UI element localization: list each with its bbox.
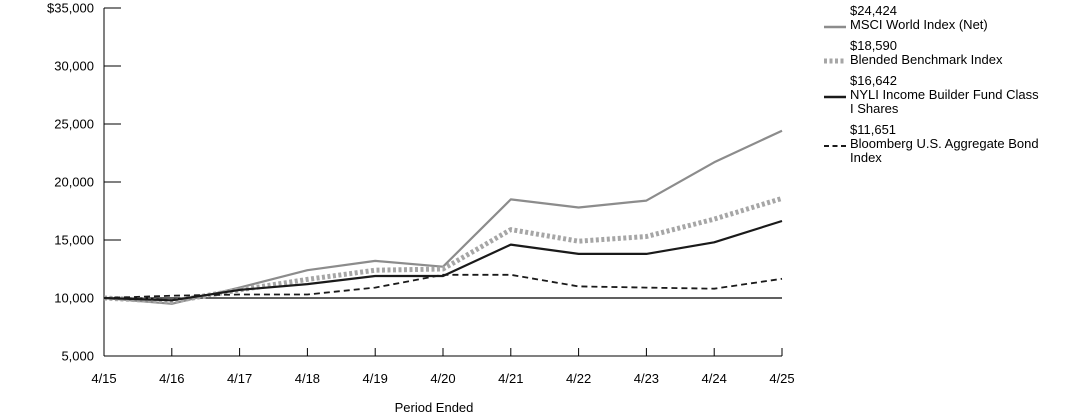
x-axis: 4/15 4/16 4/17 4/18 4/19 4/20 4/21 4/22 4/23 4/24… [91, 348, 795, 386]
x-tick-label: 4/16 [159, 371, 184, 386]
y-tick-label: 20,000 [54, 175, 94, 190]
x-tick-label: 4/20 [430, 371, 455, 386]
y-tick-label: 5,000 [61, 349, 94, 364]
legend-item-msci-world: $24,424 MSCI World Index (Net) [822, 4, 1092, 32]
legend-label-bloomberg-agg: Bloomberg U.S. Aggregate Bond Index [850, 136, 1039, 165]
legend-swatch-blended-benchmark [824, 58, 846, 64]
legend-label-msci-world: MSCI World Index (Net) [850, 17, 988, 32]
y-tick-label: 25,000 [54, 117, 94, 132]
legend-swatch-msci-world [824, 25, 846, 29]
legend-value-bloomberg-agg: $11,651 [850, 122, 897, 137]
x-tick-label: 4/21 [498, 371, 523, 386]
legend-item-nyli-fund: $16,642 NYLI Income Builder Fund Class I… [822, 74, 1092, 116]
series-nyli-fund-line [103, 219, 783, 302]
legend-label-blended-benchmark: Blended Benchmark Index [850, 52, 1003, 67]
legend-swatch-bloomberg-agg [824, 145, 846, 147]
legend-item-blended-benchmark: $18,590 Blended Benchmark Index [822, 39, 1092, 67]
x-tick-label: 4/22 [566, 371, 591, 386]
x-tick-label: 4/19 [363, 371, 388, 386]
x-tick-label: 4/24 [702, 371, 727, 386]
y-tick-label: 30,000 [54, 59, 94, 74]
legend: $24,424 MSCI World Index (Net) $18,590 B… [822, 4, 1092, 172]
y-axis: $35,000 30,000 25,000 20,000 15,000 10,000 5,0… [47, 1, 121, 364]
legend-swatch-nyli-fund [824, 95, 846, 99]
series-bloomberg-agg-line [103, 273, 783, 299]
series-blended-benchmark-line [103, 196, 783, 304]
x-tick-label: 4/17 [227, 371, 252, 386]
legend-label-nyli-fund: NYLI Income Builder Fund Class I Shares [850, 87, 1039, 116]
y-tick-label: 15,000 [54, 233, 94, 248]
y-tick-label: $35,000 [47, 1, 94, 16]
series-msci-world-line [103, 129, 783, 305]
x-tick-label: 4/18 [295, 371, 320, 386]
x-tick-label: 4/15 [91, 371, 116, 386]
legend-item-bloomberg-agg: $11,651 Bloomberg U.S. Aggregate Bond In… [822, 123, 1092, 165]
legend-value-nyli-fund: $16,642 [850, 73, 897, 88]
x-axis-title: Period Ended [395, 400, 474, 415]
legend-value-blended-benchmark: $18,590 [850, 38, 897, 53]
legend-value-msci-world: $24,424 [850, 3, 897, 18]
series-lines [103, 129, 783, 305]
x-tick-label: 4/23 [634, 371, 659, 386]
y-tick-label: 10,000 [54, 291, 94, 306]
x-tick-label: 4/25 [769, 371, 794, 386]
